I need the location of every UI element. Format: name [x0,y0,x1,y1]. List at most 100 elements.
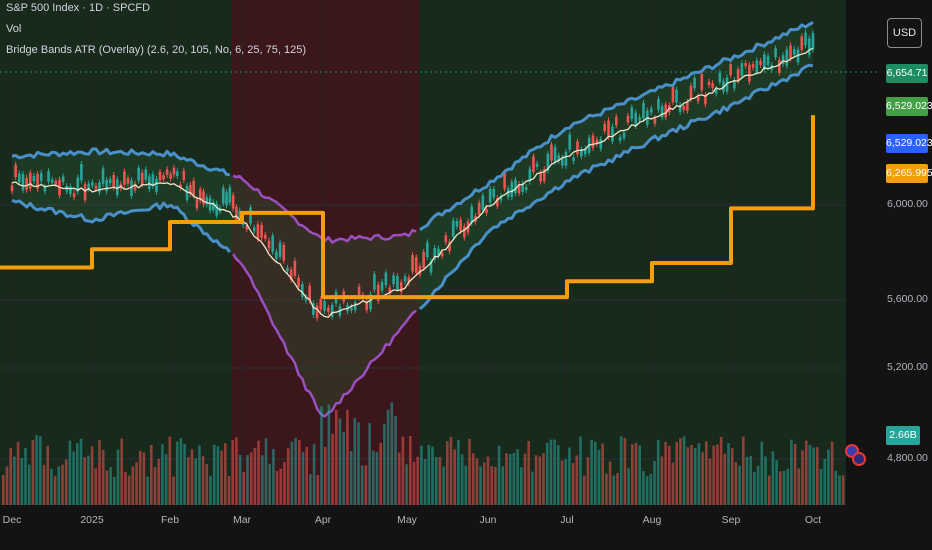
candle [550,144,553,161]
volume-bar [679,438,682,505]
candle [50,179,54,183]
candle [189,184,192,194]
volume-bar [76,443,79,505]
currency-button[interactable]: USD [887,18,922,48]
volume-bar [286,448,290,505]
volume-bar [438,457,442,505]
candle [557,155,561,161]
candle [83,184,87,201]
volume-bar [693,448,697,505]
time-tick-label: May [397,514,417,526]
symbol-title[interactable]: S&P 500 Index · 1D · SPCFD [6,2,151,14]
candle [365,301,369,311]
candle [528,168,532,182]
candle [28,172,32,189]
candle [323,300,326,311]
candle [485,209,488,213]
volume-bar [631,444,634,505]
candle [293,260,297,276]
candle [275,251,278,259]
candle [399,282,403,292]
candle [463,226,466,238]
volume-bar [27,464,31,505]
volume-bar [790,439,793,505]
candle [630,107,634,119]
volume-bar [701,452,704,505]
volume-bar [834,470,838,505]
time-tick-label: Oct [804,514,822,526]
candle [162,175,165,180]
candle [725,77,729,92]
candle [25,177,28,190]
volume-bar [157,458,160,505]
candle [235,206,238,221]
volume-bar [590,439,593,505]
candle [653,117,657,124]
volume-bar [564,458,567,505]
volume-bar [712,445,715,505]
upper-band-line [11,147,231,177]
candle [212,202,215,210]
candle [278,242,282,257]
volume-bar [634,442,638,505]
price-tick-label: 5,200.00 [887,361,928,373]
volume-bar [161,444,164,505]
candle [451,220,455,237]
volume-bar [246,455,249,505]
volume-bar [745,456,749,505]
candle [155,178,158,192]
candle [202,191,205,205]
volume-bar [738,465,741,505]
volume-bar [272,449,275,505]
candle [700,74,704,91]
volume-bar [190,449,194,505]
candle [807,38,811,55]
volume-bar [656,439,660,505]
volume-bar [301,452,305,505]
candle [179,184,182,188]
volume-bar [475,458,479,505]
volume-bar [601,443,604,505]
indicator-legend[interactable]: Bridge Bands ATR (Overlay) (2.6, 20, 105… [6,44,307,56]
volume-bar [575,455,579,505]
volume-bar [64,459,68,505]
candle [792,49,796,55]
volume-bar [649,473,653,505]
volume-bar [767,475,771,505]
candle [736,69,740,81]
volume-bar [594,441,597,505]
candle [115,179,119,196]
volume-bar [346,409,349,505]
candle [407,277,411,284]
volume-bar [5,466,9,505]
candle [722,81,725,92]
candle [503,172,506,189]
candle [388,287,392,294]
volume-bar [431,446,434,505]
volume-bar [427,445,431,505]
candle [707,81,711,86]
volume-bar [79,438,83,505]
volume-legend[interactable]: Vol [6,23,22,35]
candle [327,307,330,312]
candle [599,138,603,149]
volume-bar [153,467,157,505]
volume-bar [497,445,501,505]
volume-bar [342,431,345,505]
volume-bar [653,460,656,505]
event-icon[interactable] [852,452,866,466]
candle [10,185,14,192]
candle [256,224,260,239]
volume-bar [708,458,712,505]
volume-bar [279,468,283,505]
volume-bar [841,475,845,505]
volume-bar [338,418,342,505]
volume-bar [83,457,86,505]
volume-bar [194,458,197,505]
candle [101,168,105,184]
candle [304,297,308,301]
volume-bar [705,441,708,505]
atr-tag: 6,265.995 [886,164,932,183]
candle [510,181,514,198]
